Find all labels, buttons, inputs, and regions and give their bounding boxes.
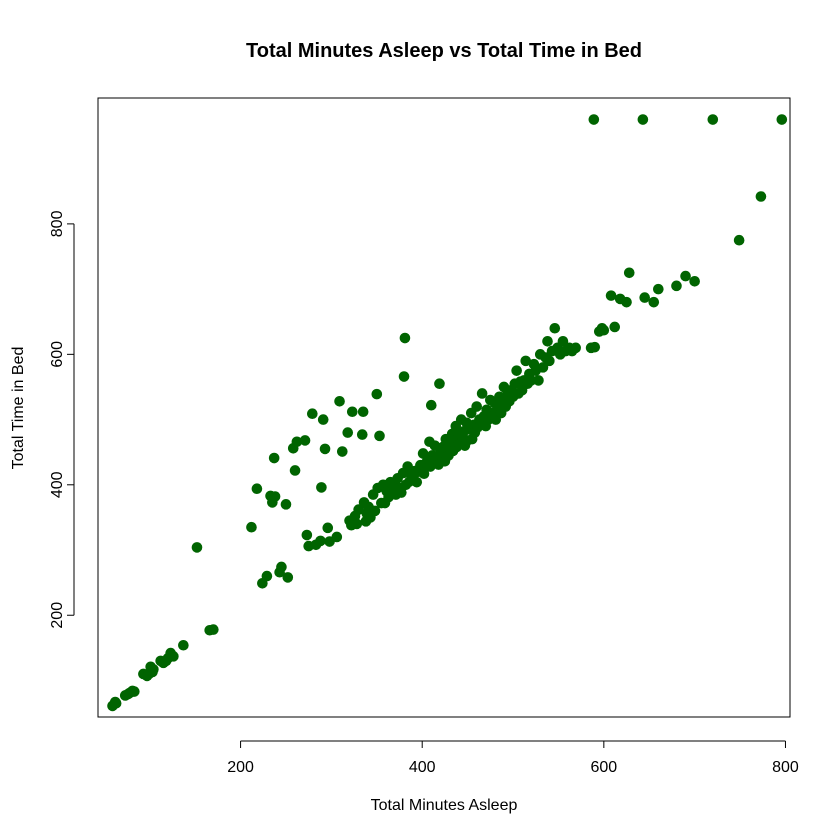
data-point: [544, 355, 555, 367]
data-point: [168, 651, 179, 662]
y-tick-label: 800: [49, 210, 66, 237]
data-point: [637, 114, 649, 125]
chart-title: Total Minutes Asleep vs Total Time in Be…: [246, 40, 642, 62]
data-point: [533, 375, 544, 386]
y-axis: 200 400 600 800: [49, 210, 75, 629]
data-point: [301, 529, 313, 541]
data-point: [110, 698, 122, 709]
data-point: [511, 365, 522, 376]
data-point: [588, 114, 600, 125]
x-tick-label: 800: [772, 759, 799, 776]
data-point: [342, 427, 354, 438]
data-point: [280, 499, 292, 510]
data-point: [621, 296, 632, 308]
data-point: [246, 521, 257, 533]
data-point: [411, 476, 423, 488]
data-point: [425, 399, 437, 411]
data-point: [476, 388, 488, 399]
data-point: [334, 396, 345, 407]
data-point: [776, 114, 788, 125]
data-point: [129, 686, 140, 697]
data-point: [671, 280, 682, 292]
data-point: [733, 234, 745, 246]
data-point: [549, 322, 561, 334]
data-point: [369, 505, 381, 517]
data-point: [351, 518, 363, 530]
data-point: [353, 504, 364, 515]
data-point: [336, 446, 348, 457]
data-point: [418, 468, 430, 480]
x-tick-label: 600: [590, 759, 617, 776]
data-point: [542, 335, 553, 347]
data-points: [107, 114, 788, 712]
data-point: [398, 371, 410, 382]
data-point: [609, 321, 621, 333]
data-point: [282, 572, 294, 583]
x-axis-label: Total Minutes Asleep: [371, 797, 518, 814]
data-point: [755, 191, 767, 202]
data-point: [537, 362, 549, 373]
data-point: [471, 401, 482, 412]
data-point: [399, 332, 411, 344]
data-point: [315, 535, 326, 547]
data-point: [289, 465, 301, 476]
data-point: [371, 388, 383, 400]
data-point: [331, 531, 343, 543]
x-axis: 200 400 600 800: [227, 740, 799, 776]
y-tick-label: 400: [49, 471, 66, 498]
data-point: [276, 561, 287, 573]
data-point: [525, 375, 537, 386]
data-point: [268, 452, 280, 464]
data-point: [396, 487, 407, 498]
data-point: [374, 430, 385, 442]
data-point: [191, 542, 203, 553]
data-point: [208, 624, 219, 635]
data-point: [557, 335, 569, 347]
data-point: [291, 436, 303, 448]
data-point: [148, 664, 159, 675]
data-point: [570, 342, 581, 354]
data-point: [520, 355, 532, 367]
data-point: [680, 270, 691, 282]
data-point: [322, 522, 334, 534]
data-point: [356, 429, 368, 440]
data-point: [307, 408, 318, 419]
data-point: [316, 482, 327, 493]
data-point: [317, 414, 329, 425]
data-point: [648, 296, 660, 308]
data-point: [589, 341, 601, 353]
y-axis-label: Total Time in Bed: [10, 347, 27, 470]
data-point: [598, 324, 610, 336]
data-point: [707, 114, 719, 125]
data-point: [251, 483, 263, 495]
data-point: [319, 443, 331, 455]
data-point: [639, 292, 650, 303]
data-point: [605, 290, 617, 301]
data-point: [178, 639, 189, 651]
data-point: [623, 267, 635, 279]
y-tick-label: 600: [49, 341, 66, 368]
data-point: [261, 570, 273, 582]
data-point: [653, 283, 664, 295]
data-point: [689, 275, 700, 287]
x-tick-label: 400: [409, 759, 436, 776]
data-point: [346, 406, 358, 418]
x-tick-label: 200: [227, 759, 254, 776]
plot-area: [97, 97, 791, 718]
data-point: [434, 378, 445, 389]
data-point: [269, 491, 281, 502]
y-tick-label: 200: [49, 602, 66, 629]
data-point: [299, 435, 311, 446]
data-point: [357, 406, 369, 418]
